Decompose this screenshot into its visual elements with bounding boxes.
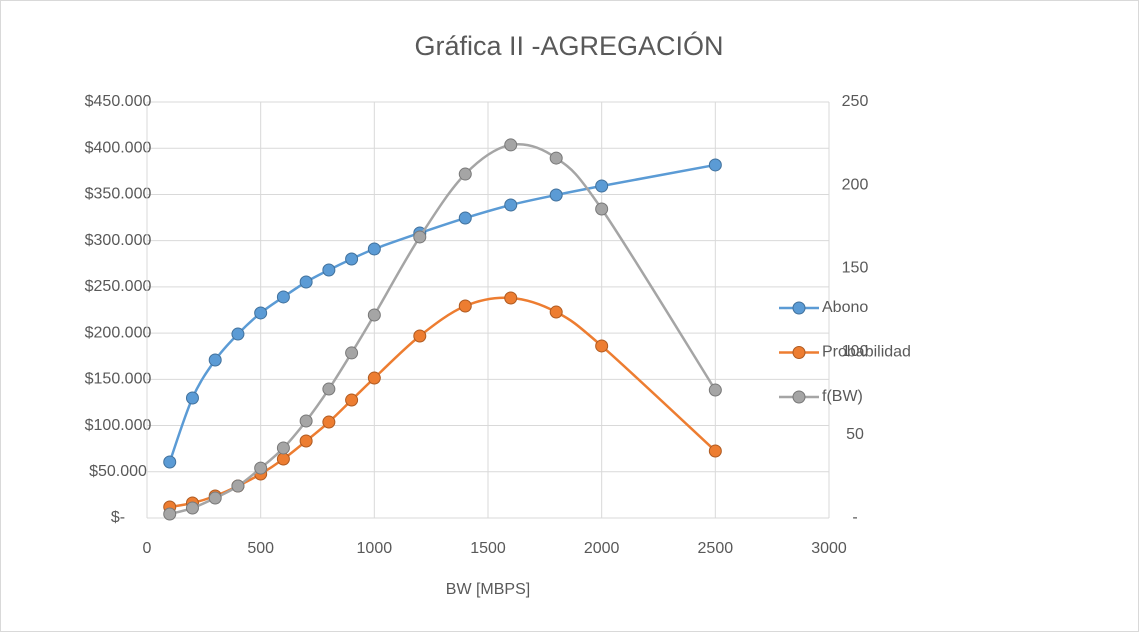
marker xyxy=(299,434,313,448)
marker xyxy=(708,158,722,172)
y2-tick-label: 200 xyxy=(842,176,869,193)
y-tick-label: $150.000 xyxy=(85,371,152,388)
x-tick-label: 0 xyxy=(143,540,152,557)
x-tick-label: 3000 xyxy=(811,540,847,557)
y-tick-label: $- xyxy=(111,509,125,526)
marker xyxy=(367,308,381,322)
marker xyxy=(276,290,290,304)
marker xyxy=(367,242,381,256)
marker xyxy=(208,491,222,505)
marker xyxy=(299,414,313,428)
marker xyxy=(595,339,609,353)
marker xyxy=(413,329,427,343)
x-tick-label: 500 xyxy=(247,540,274,557)
marker xyxy=(322,382,336,396)
marker xyxy=(413,230,427,244)
y-tick-label: $200.000 xyxy=(85,324,152,341)
marker xyxy=(458,211,472,225)
series-line xyxy=(168,163,716,463)
marker xyxy=(595,202,609,216)
y2-tick-label: 150 xyxy=(842,260,869,277)
y-tick-label: $250.000 xyxy=(85,278,152,295)
marker xyxy=(231,479,245,493)
y-tick-label: $350.000 xyxy=(85,186,152,203)
legend-marker xyxy=(792,301,806,315)
chart-title: Gráfica II -AGREGACIÓN xyxy=(414,30,723,61)
legend-label: Abono xyxy=(822,299,868,316)
marker xyxy=(345,346,359,360)
legend-label: Probabilidad xyxy=(822,344,911,361)
legend-marker xyxy=(792,346,806,359)
y-tick-label: $100.000 xyxy=(85,417,152,434)
marker xyxy=(299,275,313,289)
marker xyxy=(549,188,563,202)
marker xyxy=(276,441,290,455)
marker xyxy=(549,305,563,319)
y2-tick-label: 250 xyxy=(842,93,869,110)
marker xyxy=(504,198,518,212)
marker xyxy=(458,167,472,181)
x-tick-label: 2000 xyxy=(584,540,620,557)
marker xyxy=(163,455,177,469)
marker xyxy=(185,501,199,515)
marker xyxy=(595,179,609,193)
marker xyxy=(345,252,359,266)
marker xyxy=(254,461,268,475)
y-tick-label: $300.000 xyxy=(85,232,152,249)
y-tick-label: $450.000 xyxy=(85,93,152,110)
marker xyxy=(708,444,722,458)
marker xyxy=(322,263,336,277)
x-tick-label: 2500 xyxy=(698,540,734,557)
marker xyxy=(231,327,245,341)
marker xyxy=(208,353,222,367)
marker xyxy=(322,415,336,429)
marker xyxy=(367,371,381,385)
y2-tick-label: - xyxy=(852,509,857,526)
marker xyxy=(163,507,177,521)
marker xyxy=(708,383,722,397)
y2-tick-label: 100 xyxy=(842,343,869,360)
y-tick-label: $400.000 xyxy=(85,139,152,156)
x-axis-label: BW [MBPS] xyxy=(446,581,530,598)
x-tick-label: 1500 xyxy=(470,540,506,557)
legend-label: f(BW) xyxy=(822,388,863,405)
marker xyxy=(504,291,518,305)
legend-marker xyxy=(792,390,806,404)
marker xyxy=(345,393,359,407)
marker xyxy=(549,151,563,165)
marker xyxy=(504,138,518,152)
marker xyxy=(185,391,199,405)
marker xyxy=(458,299,472,313)
marker xyxy=(276,452,290,466)
y-tick-label: $50.000 xyxy=(89,463,147,480)
x-tick-label: 1000 xyxy=(357,540,393,557)
marker xyxy=(254,306,268,320)
y2-tick-label: 50 xyxy=(846,426,864,443)
